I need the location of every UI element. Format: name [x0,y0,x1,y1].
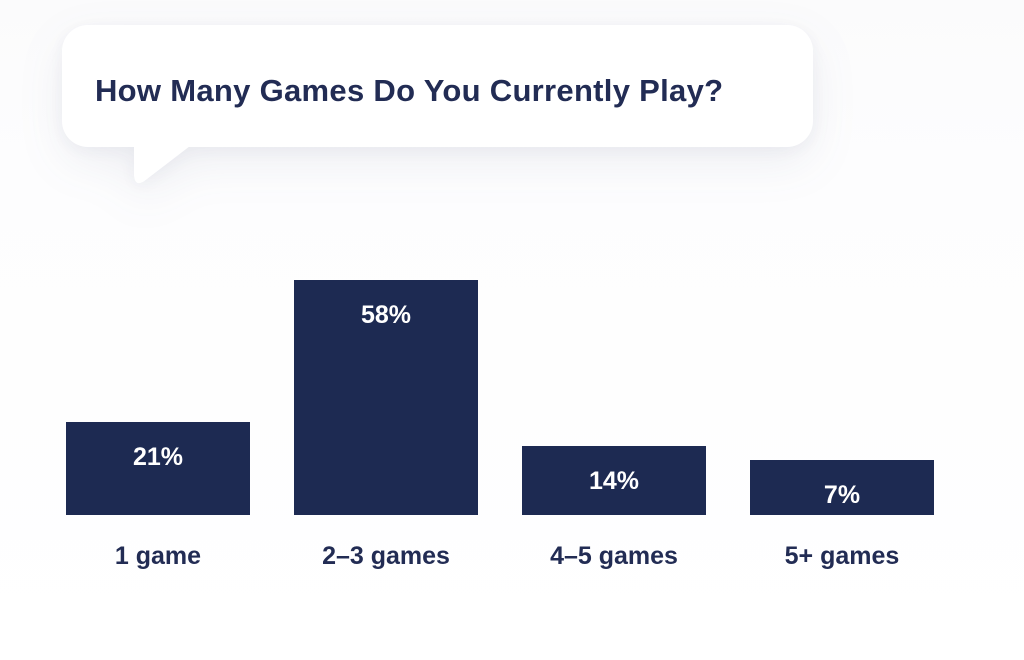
bar: 7% [750,460,934,515]
chart-title: How Many Games Do You Currently Play? [95,73,724,108]
category-label: 2–3 games [322,542,450,570]
bar-group-4-5-games: 14% 4–5 games [522,446,706,571]
bar-value-label: 14% [588,467,640,495]
bar-value-label: 21% [132,443,184,471]
category-label: 5+ games [784,542,900,570]
category-label: 4–5 games [550,542,678,570]
bar-value-label: 58% [360,301,412,329]
bar-chart: 21% 1 game 58% 2–3 games 14% 4–5 games 7… [66,280,934,571]
title-bubble-card: How Many Games Do You Currently Play? [62,25,813,147]
bar-group-5-plus-games: 7% 5+ games [750,460,934,571]
bar-group-1-game: 21% 1 game [66,422,250,571]
bar-value-label: 7% [823,481,861,509]
bar-group-2-3-games: 58% 2–3 games [294,280,478,571]
bar: 14% [522,446,706,515]
bar: 21% [66,422,250,515]
category-label: 1 game [114,542,202,570]
title-bubble: How Many Games Do You Currently Play? [62,25,813,184]
bar: 58% [294,280,478,515]
speech-bubble-tail-icon [132,146,190,184]
